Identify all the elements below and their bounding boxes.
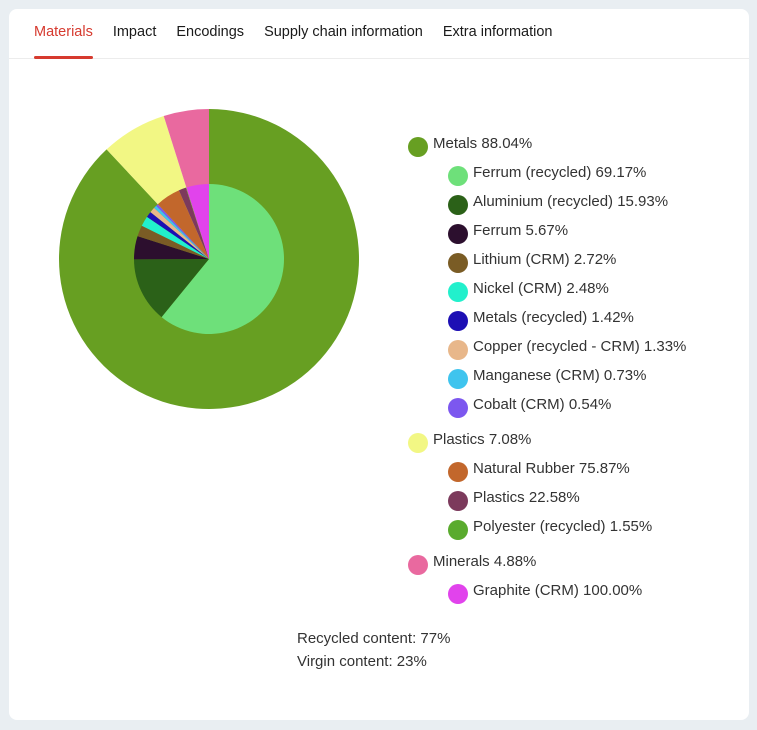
- inner-slice-ferrum: [134, 236, 209, 260]
- tab-extra-information[interactable]: Extra information: [442, 24, 553, 40]
- inner-slice-ferrum-recycled: [161, 184, 284, 334]
- legend-item-aluminium-recycled: Aluminium (recycled) 15.93%: [448, 192, 708, 215]
- inner-slice-aluminium-recycled: [134, 259, 209, 318]
- legend-item-plastics: Plastics 22.58%: [448, 488, 708, 511]
- legend-swatch: [448, 520, 468, 540]
- legend-item-graphite-crm: Graphite (CRM) 100.00%: [448, 581, 708, 604]
- legend-group-plastics: Plastics 7.08%: [408, 430, 708, 453]
- tab-encodings[interactable]: Encodings: [176, 24, 245, 40]
- legend-swatch: [408, 555, 428, 575]
- legend-item-copper-recycled-crm: Copper (recycled - CRM) 1.33%: [448, 337, 708, 360]
- legend-item-nickel-crm: Nickel (CRM) 2.48%: [448, 279, 708, 302]
- inner-slice-metals-recycled: [146, 212, 209, 259]
- legend-swatch: [408, 137, 428, 157]
- legend-swatch: [448, 195, 468, 215]
- legend-label: Graphite (CRM) 100.00%: [473, 582, 643, 599]
- legend-item-manganese-crm: Manganese (CRM) 0.73%: [448, 366, 708, 389]
- legend-label: Ferrum 5.67%: [473, 222, 569, 239]
- tab-impact[interactable]: Impact: [112, 24, 157, 40]
- legend-swatch: [448, 340, 468, 360]
- legend-label: Plastics 7.08%: [433, 431, 532, 448]
- materials-donut-chart: [59, 109, 359, 409]
- legend-swatch: [408, 433, 428, 453]
- legend-swatch: [448, 491, 468, 511]
- legend-swatch: [448, 282, 468, 302]
- legend-swatch: [448, 584, 468, 604]
- legend-section-plastics: Plastics 7.08% Natural Rubber 75.87% Plast…: [408, 430, 708, 540]
- inner-slice-polyester-recycled: [185, 187, 209, 259]
- legend-label: Nickel (CRM) 2.48%: [473, 280, 609, 297]
- legend-label: Copper (recycled - CRM) 1.33%: [473, 338, 687, 355]
- legend-item-ferrum-recycled: Ferrum (recycled) 69.17%: [448, 163, 708, 186]
- legend-label: Polyester (recycled) 1.55%: [473, 518, 653, 535]
- recycled-content-text: Recycled content: 77%: [297, 630, 451, 647]
- tab-supply-chain-information[interactable]: Supply chain information: [264, 24, 423, 40]
- legend-item-lithium-crm: Lithium (CRM) 2.72%: [448, 250, 708, 273]
- legend-group-minerals: Minerals 4.88%: [408, 552, 708, 575]
- legend-item-ferrum: Ferrum 5.67%: [448, 221, 708, 244]
- legend-swatch: [448, 369, 468, 389]
- legend-label: Metals (recycled) 1.42%: [473, 309, 634, 326]
- inner-slice-natural-rubber: [157, 190, 209, 259]
- legend-label: Cobalt (CRM) 0.54%: [473, 396, 612, 413]
- legend-label: Plastics 22.58%: [473, 489, 580, 506]
- legend-section-minerals: Minerals 4.88% Graphite (CRM) 100.00%: [408, 552, 708, 604]
- legend-label: Minerals 4.88%: [433, 553, 537, 570]
- legend-swatch: [448, 398, 468, 418]
- inner-slice-nickel-crm: [141, 216, 209, 259]
- legend-swatch: [448, 166, 468, 186]
- materials-card: Materials Impact Encodings Supply chain …: [9, 9, 749, 720]
- inner-slice-cobalt-crm: [156, 204, 209, 259]
- chart-legend: Metals 88.04% Ferrum (recycled) 69.17% Alu…: [408, 134, 708, 616]
- legend-swatch: [448, 462, 468, 482]
- legend-item-polyester-recycled: Polyester (recycled) 1.55%: [448, 517, 708, 540]
- legend-swatch: [448, 224, 468, 244]
- inner-slice-copper-recycled-crm: [150, 207, 209, 259]
- tab-bar: Materials Impact Encodings Supply chain …: [9, 9, 749, 59]
- legend-label: Manganese (CRM) 0.73%: [473, 367, 647, 384]
- virgin-content-text: Virgin content: 23%: [297, 653, 427, 670]
- legend-section-metals: Metals 88.04% Ferrum (recycled) 69.17% Alu…: [408, 134, 708, 418]
- tab-materials[interactable]: Materials: [34, 9, 93, 59]
- legend-label: Ferrum (recycled) 69.17%: [473, 164, 647, 181]
- inner-slice-lithium-crm: [137, 225, 209, 259]
- legend-label: Natural Rubber 75.87%: [473, 460, 630, 477]
- legend-item-metals-recycled: Metals (recycled) 1.42%: [448, 308, 708, 331]
- inner-slice-graphite-crm: [186, 184, 209, 259]
- inner-slice-manganese-crm: [154, 205, 209, 259]
- legend-label: Lithium (CRM) 2.72%: [473, 251, 617, 268]
- inner-slice-plastics: [178, 187, 209, 259]
- content-summary: Recycled content: 77% Virgin content: 23…: [297, 627, 450, 673]
- legend-label: Aluminium (recycled) 15.93%: [473, 193, 669, 210]
- legend-swatch: [448, 253, 468, 273]
- legend-group-metals: Metals 88.04%: [408, 134, 708, 157]
- legend-label: Metals 88.04%: [433, 135, 533, 152]
- legend-item-natural-rubber: Natural Rubber 75.87%: [448, 459, 708, 482]
- legend-item-cobalt-crm: Cobalt (CRM) 0.54%: [448, 395, 708, 418]
- legend-swatch: [448, 311, 468, 331]
